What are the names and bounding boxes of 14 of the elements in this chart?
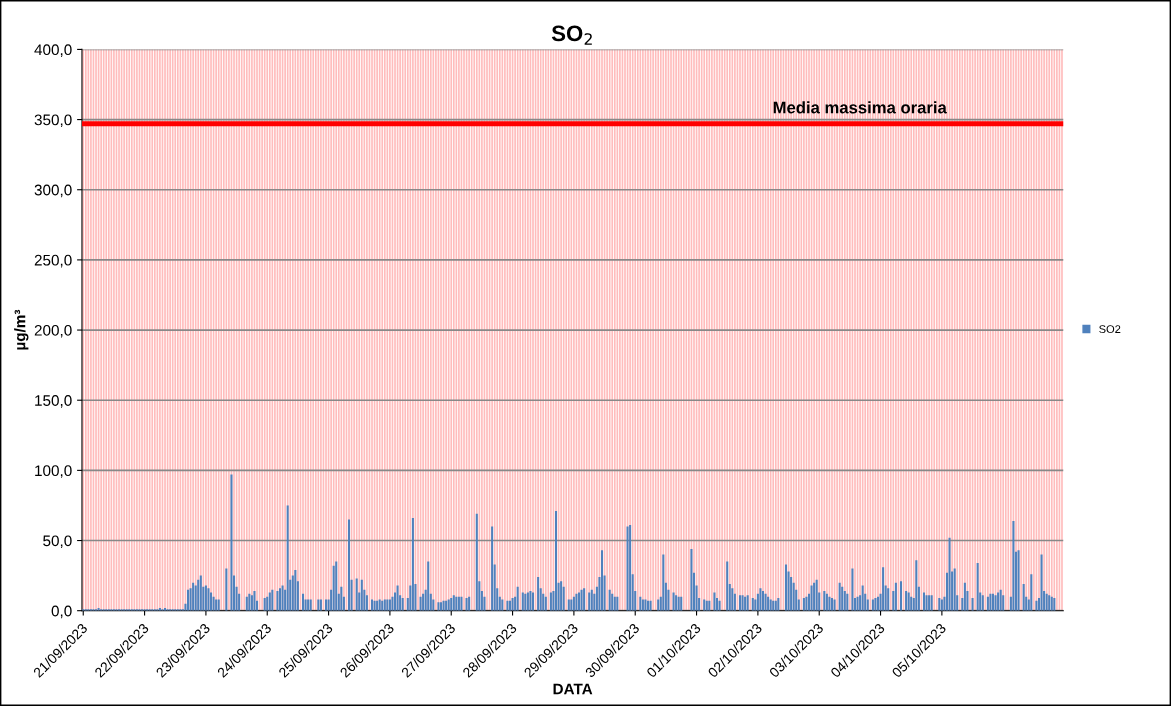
ref-line-label: Media massima oraria xyxy=(773,101,947,114)
y-tick-label: 300,0 xyxy=(34,184,72,198)
y-tick-label: 200,0 xyxy=(34,324,72,338)
y-tick-label: 100,0 xyxy=(35,465,72,478)
y-tick-label: 250,0 xyxy=(34,254,72,268)
y-tick-label: 150,0 xyxy=(35,395,72,408)
y-tick-label: 400,0 xyxy=(34,44,72,57)
x-axis-title: DATA xyxy=(553,683,593,695)
y-axis-title: µg/m³ xyxy=(14,309,29,350)
y-tick-label: 350,0 xyxy=(34,114,72,128)
chart-title: SO$_{2}$ xyxy=(551,25,592,45)
legend-label: SO2 xyxy=(1099,325,1121,334)
y-tick-label: 50,0 xyxy=(43,535,72,549)
y-tick-label: 0,0 xyxy=(51,605,72,619)
